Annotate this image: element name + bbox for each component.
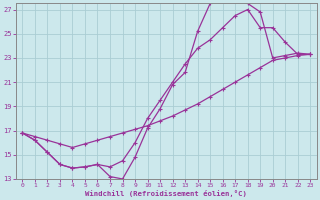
X-axis label: Windchill (Refroidissement éolien,°C): Windchill (Refroidissement éolien,°C) xyxy=(85,190,247,197)
